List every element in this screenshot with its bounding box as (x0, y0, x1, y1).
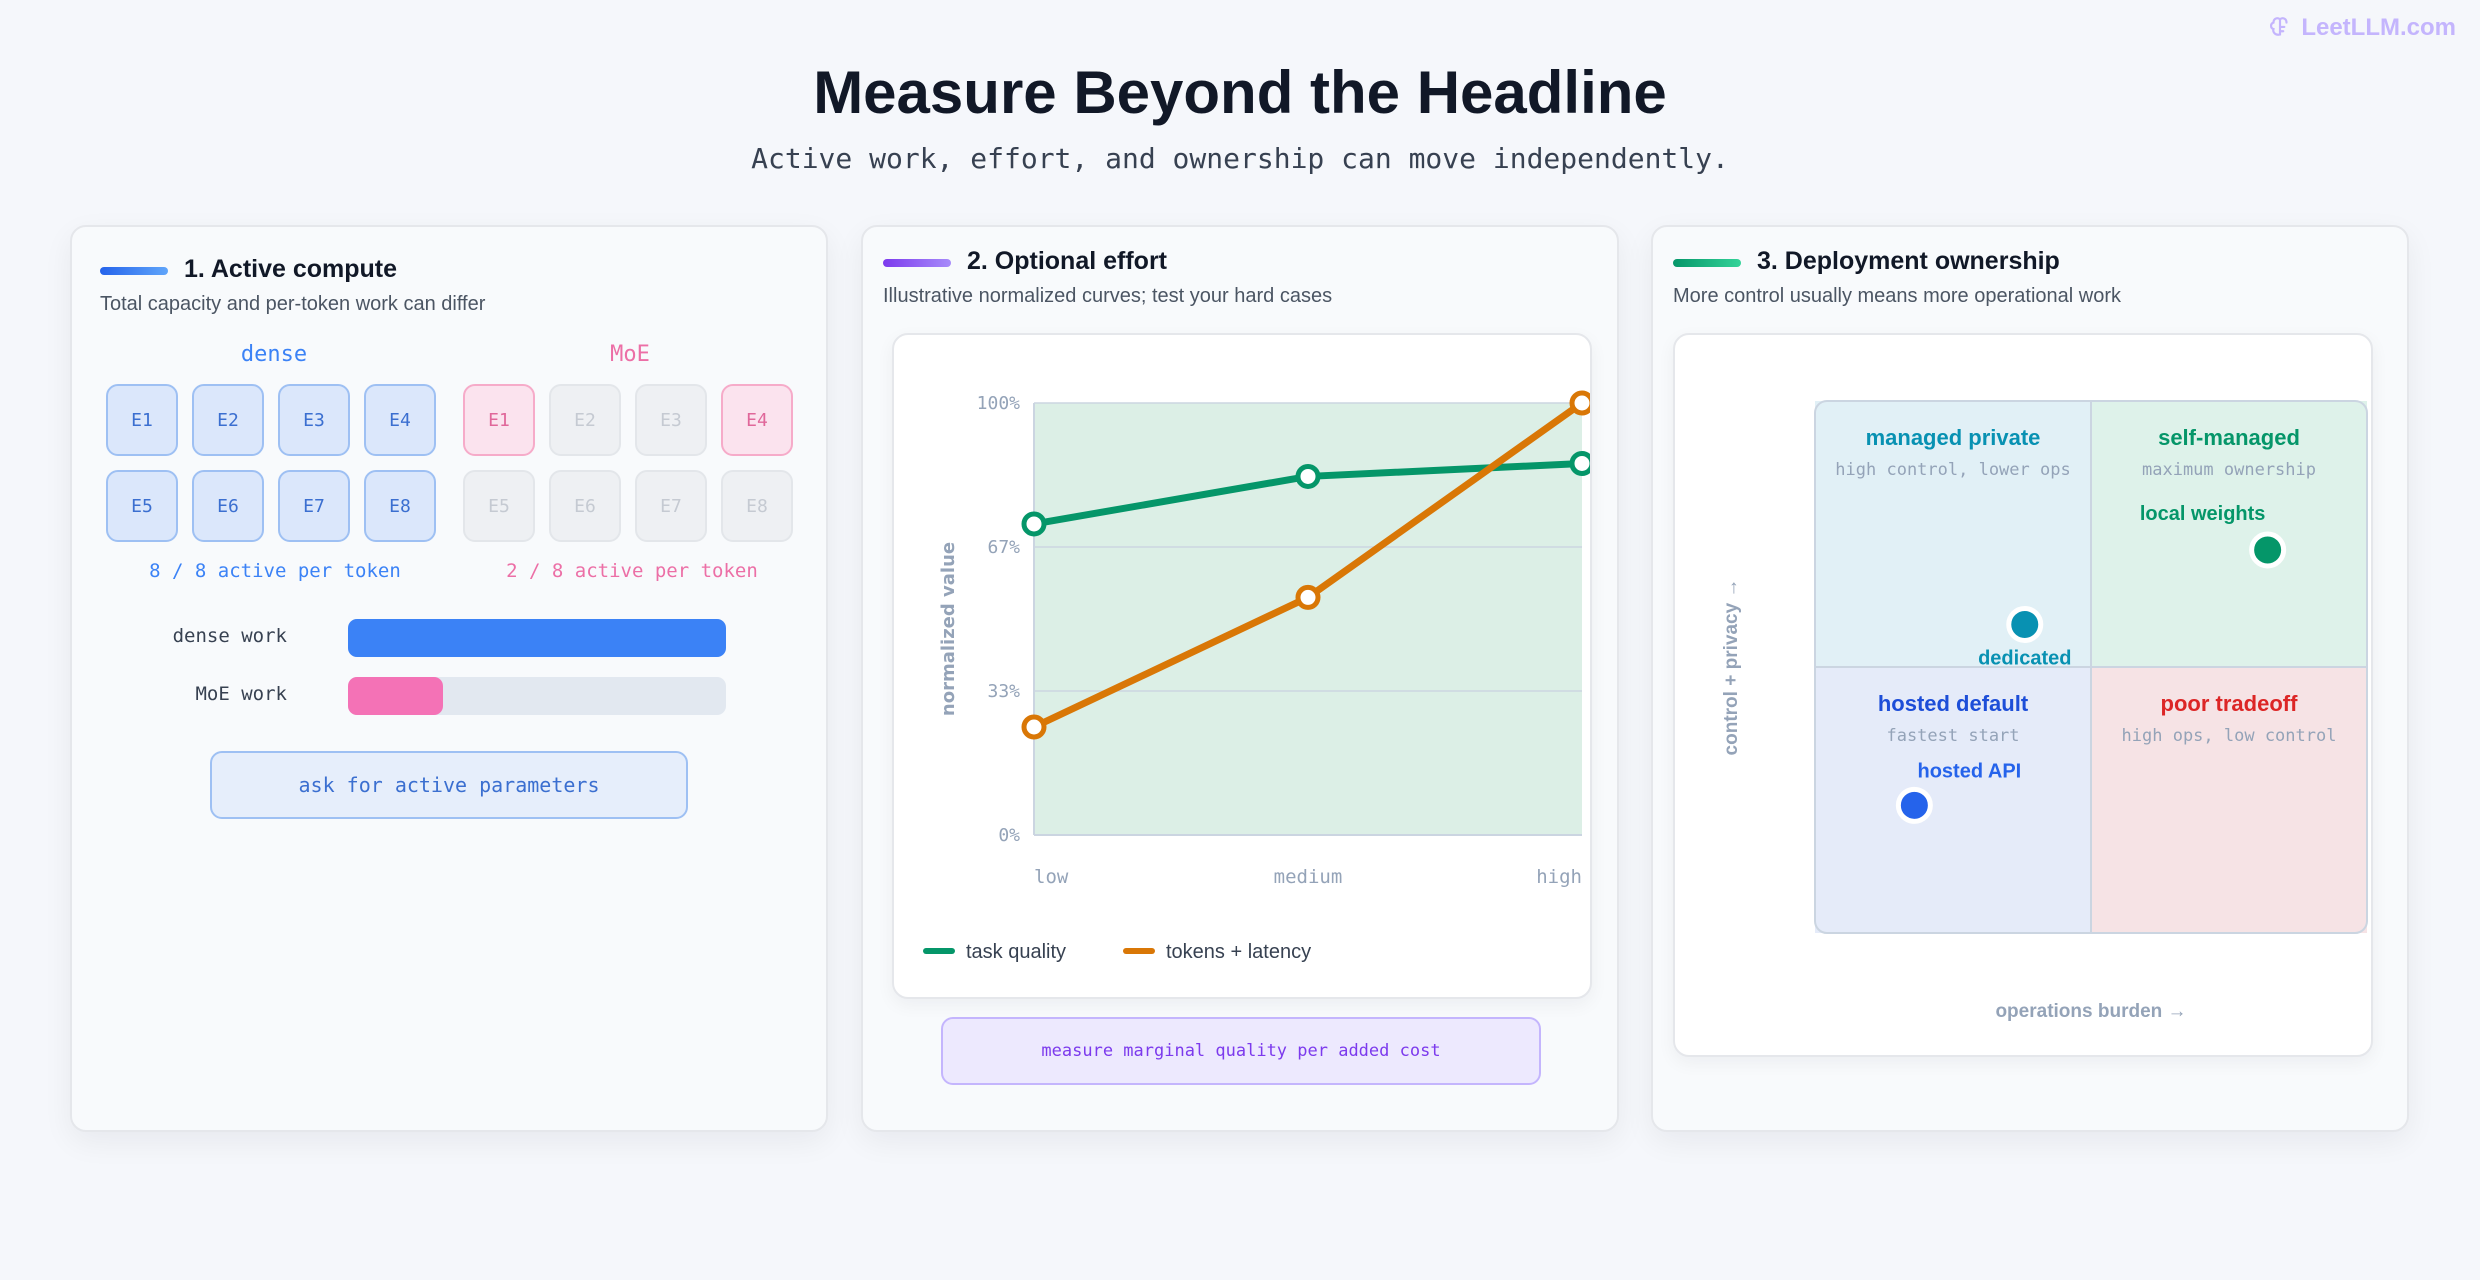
y-axis-label: control + privacy → (1721, 579, 1742, 756)
card-accent (1673, 259, 1741, 267)
y-tick-label: 100% (977, 393, 1021, 414)
moe-expert-chip: E5 (463, 470, 535, 542)
quadrant-subtitle: high ops, low control (2122, 726, 2337, 746)
moe-expert-chip: E2 (549, 384, 621, 456)
quadrant-subtitle: maximum ownership (2142, 460, 2316, 480)
active-parameters-button[interactable]: ask for active parameters (210, 751, 688, 819)
x-tick-label: low (1034, 866, 1069, 888)
y-tick-label: 33% (987, 681, 1020, 702)
ownership-point-label: hosted API (1918, 760, 2022, 782)
card-subtitle: More control usually means more operatio… (1673, 285, 2121, 307)
data-point (1021, 714, 1047, 740)
moe-expert-chip: E1 (463, 384, 535, 456)
moe-expert-chip: E8 (721, 470, 793, 542)
legend-label: task quality (966, 941, 1066, 963)
moe-expert-chip: E7 (635, 470, 707, 542)
dense-work-bar (348, 619, 726, 657)
dense-expert-chip: E4 (364, 384, 436, 456)
dense-expert-chip: E1 (106, 384, 178, 456)
ownership-panel: managed private high control, lower ops … (1673, 333, 2373, 1057)
effort-chart: 0% 33% 67% 100% low medium high normalized va… (923, 390, 1590, 963)
moe-work-fill (348, 677, 443, 715)
ownership-point (1895, 786, 1933, 824)
moe-expert-chip: E6 (549, 470, 621, 542)
data-point (1295, 463, 1321, 489)
quadrant-subtitle: high control, lower ops (1835, 460, 2070, 480)
quadrant-title: self-managed (2158, 425, 2300, 450)
quadrant-title: managed private (1866, 425, 2041, 450)
ownership-point-label: local weights (2140, 503, 2266, 525)
card-title: 2. Optional effort (967, 247, 1167, 275)
moe-work-bar (348, 677, 726, 715)
legend-label: tokens + latency (1166, 941, 1311, 963)
brand-name: LeetLLM.com (2301, 14, 2456, 41)
ownership-point (2006, 605, 2044, 643)
bar-label-dense: dense work (172, 625, 287, 647)
dense-expert-chip: E5 (106, 470, 178, 542)
moe-label: MoE (610, 342, 650, 367)
y-tick-label: 0% (998, 825, 1020, 846)
dense-expert-chip: E3 (278, 384, 350, 456)
x-axis-label: operations burden → (1995, 1001, 2186, 1022)
card-deployment-ownership: 3. Deployment ownership More control usu… (1651, 225, 2409, 1132)
moe-note: 2 / 8 active per token (506, 560, 758, 582)
measure-quality-button[interactable]: measure marginal quality per added cost (941, 1017, 1541, 1085)
moe-expert-chip: E3 (635, 384, 707, 456)
quadrant-self-managed (2091, 401, 2367, 667)
card-accent (100, 267, 168, 275)
data-point (1569, 390, 1590, 416)
brain-icon (2270, 17, 2288, 36)
x-tick-label: medium (1274, 866, 1343, 888)
card-title: 1. Active compute (184, 255, 398, 283)
card-subtitle: Illustrative normalized curves; test you… (883, 285, 1333, 307)
brand-logo[interactable]: LeetLLM.com (2267, 14, 2456, 42)
dense-expert-chip: E6 (192, 470, 264, 542)
quadrant-subtitle: fastest start (1886, 726, 2019, 746)
card-accent (883, 259, 951, 267)
quadrant-title: poor tradeoff (2161, 691, 2299, 716)
quadrant-poor-tradeoff (2091, 667, 2367, 933)
moe-expert-chip: E4 (721, 384, 793, 456)
data-point (1021, 511, 1047, 537)
dense-expert-chip: E7 (278, 470, 350, 542)
dense-expert-chip: E2 (192, 384, 264, 456)
card-subtitle: Total capacity and per-token work can di… (100, 293, 486, 315)
dense-expert-chip: E8 (364, 470, 436, 542)
data-point (1569, 450, 1590, 476)
y-axis-label: normalized value (938, 542, 959, 716)
page-subtitle: Active work, effort, and ownership can m… (751, 142, 1729, 175)
card-active-compute: 1. Active compute Total capacity and per… (70, 225, 828, 1132)
x-tick-label: high (1536, 866, 1582, 888)
card-optional-effort: 2. Optional effort Illustrative normaliz… (861, 225, 1619, 1132)
quadrant-title: hosted default (1878, 691, 2029, 716)
data-point (1295, 584, 1321, 610)
page-title: Measure Beyond the Headline (813, 59, 1667, 126)
ownership-point (2249, 531, 2287, 569)
dense-work-fill (348, 619, 726, 657)
ownership-quadrant-chart: managed private high control, lower ops … (1721, 400, 2368, 1022)
ownership-point-label: dedicated (1978, 647, 2071, 669)
quadrant-managed-private (1815, 401, 2091, 667)
quadrant-hosted-default (1815, 667, 2091, 933)
dense-note: 8 / 8 active per token (149, 560, 401, 582)
bar-label-moe: MoE work (195, 683, 287, 705)
dense-label: dense (240, 342, 308, 367)
chart-panel: 0% 33% 67% 100% low medium high normalized va… (892, 333, 1592, 999)
card-title: 3. Deployment ownership (1757, 247, 2060, 275)
y-tick-label: 67% (987, 537, 1020, 558)
